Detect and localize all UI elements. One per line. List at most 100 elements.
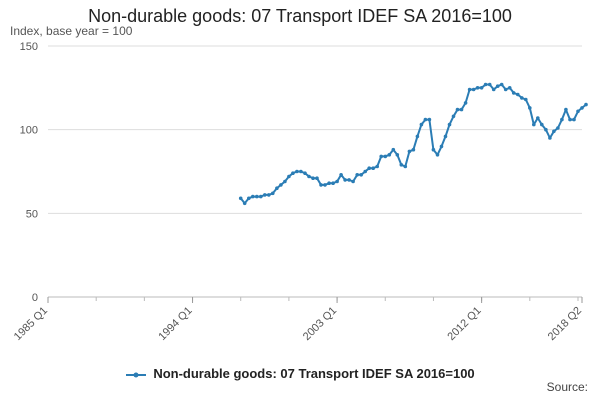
data-point [367,166,372,170]
data-point [548,136,552,140]
data-point [299,169,303,174]
data-point [536,116,540,120]
data-point [483,82,488,87]
data-point [511,91,516,95]
x-tick-label: 1994 Q1 [156,305,194,343]
data-point [495,84,500,88]
data-point [323,183,327,187]
data-point [471,87,476,92]
data-point [423,117,428,122]
series-layer [238,82,588,206]
data-point [383,154,388,159]
data-point [319,183,323,187]
data-point [455,107,460,112]
data-point [259,194,263,199]
data-point [499,82,504,87]
data-point [411,147,416,152]
data-point [399,163,404,167]
data-point [283,179,287,184]
gridlines [48,45,582,214]
data-point [435,153,440,157]
data-point [516,92,520,97]
data-point [343,178,347,182]
data-point [479,86,484,90]
data-point [532,122,536,127]
data-point [387,153,392,157]
data-point [407,149,412,154]
data-point [568,117,572,122]
data-point [419,122,424,127]
legend-label: Non-durable goods: 07 Transport IDEF SA … [153,366,475,381]
data-point [251,194,255,199]
data-point [475,86,480,90]
data-point [347,178,351,182]
x-tick-label: 2012 Q1 [445,305,483,343]
data-point [375,164,380,169]
data-point [528,106,532,110]
source-label: Source: [546,380,588,394]
data-point [576,109,580,114]
data-point [271,191,275,196]
data-point [267,193,271,197]
data-point [443,134,448,139]
data-point [447,122,452,127]
data-point [556,126,560,130]
data-point [307,174,311,179]
data-point [427,117,432,122]
data-point [327,181,331,185]
data-point [339,173,343,177]
data-point [395,153,400,157]
data-point [275,186,279,190]
data-point [507,86,512,90]
data-point [315,176,319,180]
data-point [359,173,364,177]
data-point [238,196,243,201]
data-point [291,171,295,175]
data-point [463,101,468,105]
data-point [287,174,291,179]
data-point [552,129,556,134]
data-point [263,193,267,197]
data-point [487,82,492,87]
y-tick-label: 150 [20,41,38,53]
data-point [415,134,420,139]
data-point [540,122,544,127]
data-point [520,96,524,100]
legend[interactable]: Non-durable goods: 07 Transport IDEF SA … [0,366,600,381]
y-tick-label: 50 [26,208,38,220]
data-point [560,117,564,122]
data-point [451,114,456,119]
data-point [467,87,472,92]
data-point [303,171,307,175]
x-tick-label: 2003 Q1 [301,305,339,343]
data-point [254,194,259,199]
data-point [524,97,528,102]
data-point [503,87,508,92]
chart-title: Non-durable goods: 07 Transport IDEF SA … [88,6,512,26]
data-point [279,183,283,187]
data-point [371,166,376,170]
data-point [431,147,436,152]
data-point [544,127,548,132]
data-point [242,201,247,206]
data-point [331,181,335,185]
y-tick-label: 100 [20,125,38,137]
data-point [363,169,368,174]
data-point [335,179,339,184]
data-point [355,173,360,177]
data-point [351,179,355,184]
x-tick-label: 2018 Q2 [546,305,584,343]
data-point [584,102,588,107]
data-point [403,164,408,169]
data-point [379,154,384,159]
data-point [580,106,584,110]
data-point [295,169,299,174]
data-point [564,107,568,112]
data-point [491,87,496,92]
data-point [247,196,251,201]
y-tick-label: 0 [32,292,38,304]
legend-swatch [126,372,147,378]
data-point [459,107,464,112]
data-point [439,144,444,149]
